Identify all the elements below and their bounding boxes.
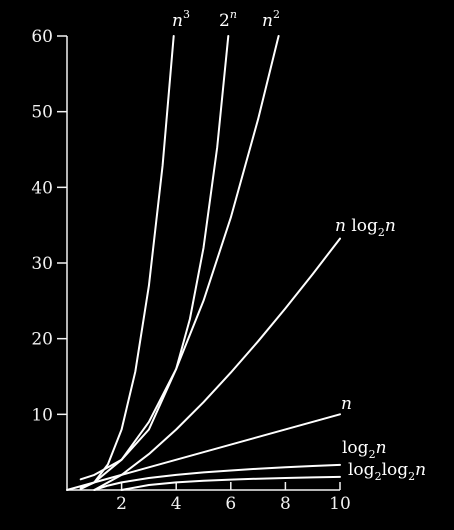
series-label-0: n3 [172,8,190,31]
series [66,35,341,491]
series-line-2 [79,35,280,490]
ticks: 10 20 30 40 50 60 2 4 6 8 10 [31,27,350,514]
series-label-3: n log2n [335,216,396,239]
series-line-3 [93,237,341,491]
series-label-1: 2n [219,8,237,31]
x-tick-label: 6 [225,494,236,514]
series-line-5 [93,463,341,491]
y-tick-label: 30 [31,254,53,274]
y-tick-label: 20 [31,330,53,350]
axes [66,36,340,491]
x-tick-label: 10 [329,494,351,514]
y-tick-label: 50 [31,103,53,123]
x-tick-label: 2 [116,494,127,514]
series-line-0 [79,35,175,490]
series-label-2: n2 [262,8,280,31]
series-label-4: n [341,394,352,414]
x-tick-label: 4 [171,494,182,514]
series-line-4 [66,413,341,491]
series-line-6 [120,475,341,491]
y-tick-label: 10 [31,405,53,425]
series-label-5: log2n [342,438,387,461]
y-tick-label: 40 [31,178,53,198]
series-label-6: log2log2n [348,460,426,483]
y-tick-label: 60 [31,27,53,47]
x-tick-label: 8 [280,494,291,514]
